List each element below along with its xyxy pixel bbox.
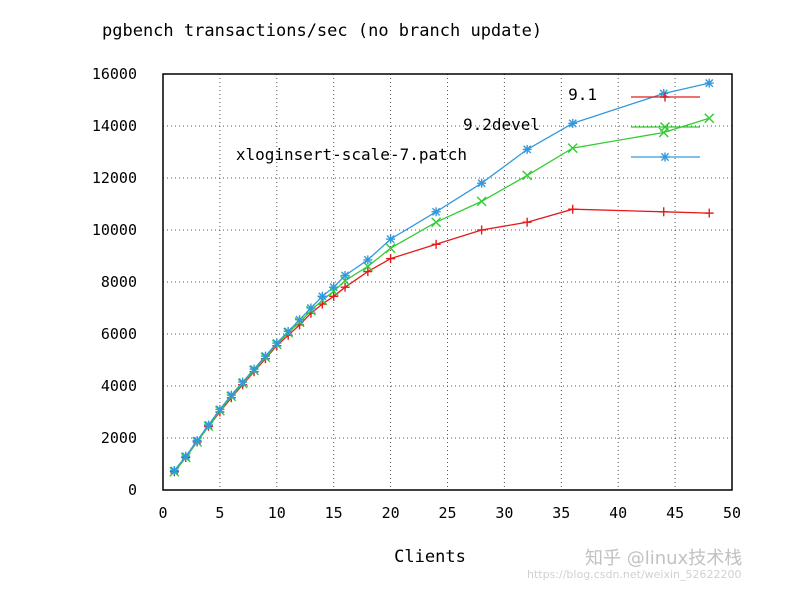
series-xloginsert-scale-7-patch [169,78,714,475]
data-point [386,254,396,264]
watermark-brand: 知乎 @linux技术栈 [585,548,742,569]
data-point [283,326,293,336]
legend: 9.1 9.2devel xloginsert-scale-7.patch [236,85,700,164]
x-tick-label: 0 [158,504,167,522]
x-tick-label: 15 [325,504,343,522]
data-point [660,122,670,132]
data-point [306,303,316,313]
x-tick-label: 30 [495,504,513,522]
x-tick-label: 10 [268,504,286,522]
data-point [476,196,487,207]
data-point [329,282,339,292]
data-point [340,271,350,280]
y-tick-label: 6000 [101,325,137,343]
data-point [363,267,373,277]
data-point [660,92,670,102]
x-tick-label: 20 [382,504,400,522]
x-tick-label: 5 [215,504,224,522]
data-point [295,315,305,325]
y-tick-label: 14000 [92,117,137,135]
series-layer [169,78,715,477]
data-point [363,255,373,265]
data-point [568,204,578,214]
y-axis-tick-labels: 0 2000 4000 6000 8000 10000 12000 14000 16000 [92,65,137,499]
data-point [317,291,327,301]
data-point [704,78,714,88]
data-point [226,390,236,400]
data-point [431,217,442,228]
y-tick-label: 0 [128,481,137,499]
data-point [659,207,669,217]
y-tick-label: 16000 [92,65,137,83]
legend-label: 9.1 [568,85,597,104]
data-point [477,178,487,188]
data-point [204,420,214,430]
data-point [238,377,248,387]
data-point [181,451,191,461]
data-point [431,239,441,249]
legend-label: xloginsert-scale-7.patch [236,145,467,164]
data-point [340,282,350,292]
grid-lines [163,74,732,490]
data-point [386,234,396,244]
data-point [192,436,202,446]
data-point [169,466,179,475]
data-point [568,118,578,128]
y-tick-label: 4000 [101,377,137,395]
x-tick-label: 35 [552,504,570,522]
data-point [477,225,487,235]
y-tick-label: 10000 [92,221,137,239]
y-tick-label: 12000 [92,169,137,187]
x-axis-tick-labels: 0 5 10 15 20 25 30 35 40 45 50 [158,504,741,522]
data-point [385,243,396,254]
x-tick-label: 25 [438,504,456,522]
y-tick-label: 8000 [101,273,137,291]
data-point [704,208,714,218]
watermark-url: https://blog.csdn.net/weixin_52622200 [527,568,742,581]
data-point [522,217,532,227]
legend-label: 9.2devel [463,115,540,134]
data-point [704,113,715,124]
data-point [329,291,339,301]
x-axis-label: Clients [394,547,466,567]
x-tick-label: 50 [723,504,741,522]
data-point [272,338,282,348]
data-point [215,404,225,414]
y-tick-label: 2000 [101,429,137,447]
x-tick-label: 45 [666,504,684,522]
data-point [522,144,532,154]
data-point [431,207,441,217]
plot-frame [162,73,733,491]
data-point [660,152,670,162]
chart-title: pgbench transactions/sec (no branch upda… [102,21,542,41]
data-point [522,170,533,181]
data-point [260,351,270,361]
x-tick-label: 40 [609,504,627,522]
data-point [249,364,259,374]
data-point [567,143,578,154]
